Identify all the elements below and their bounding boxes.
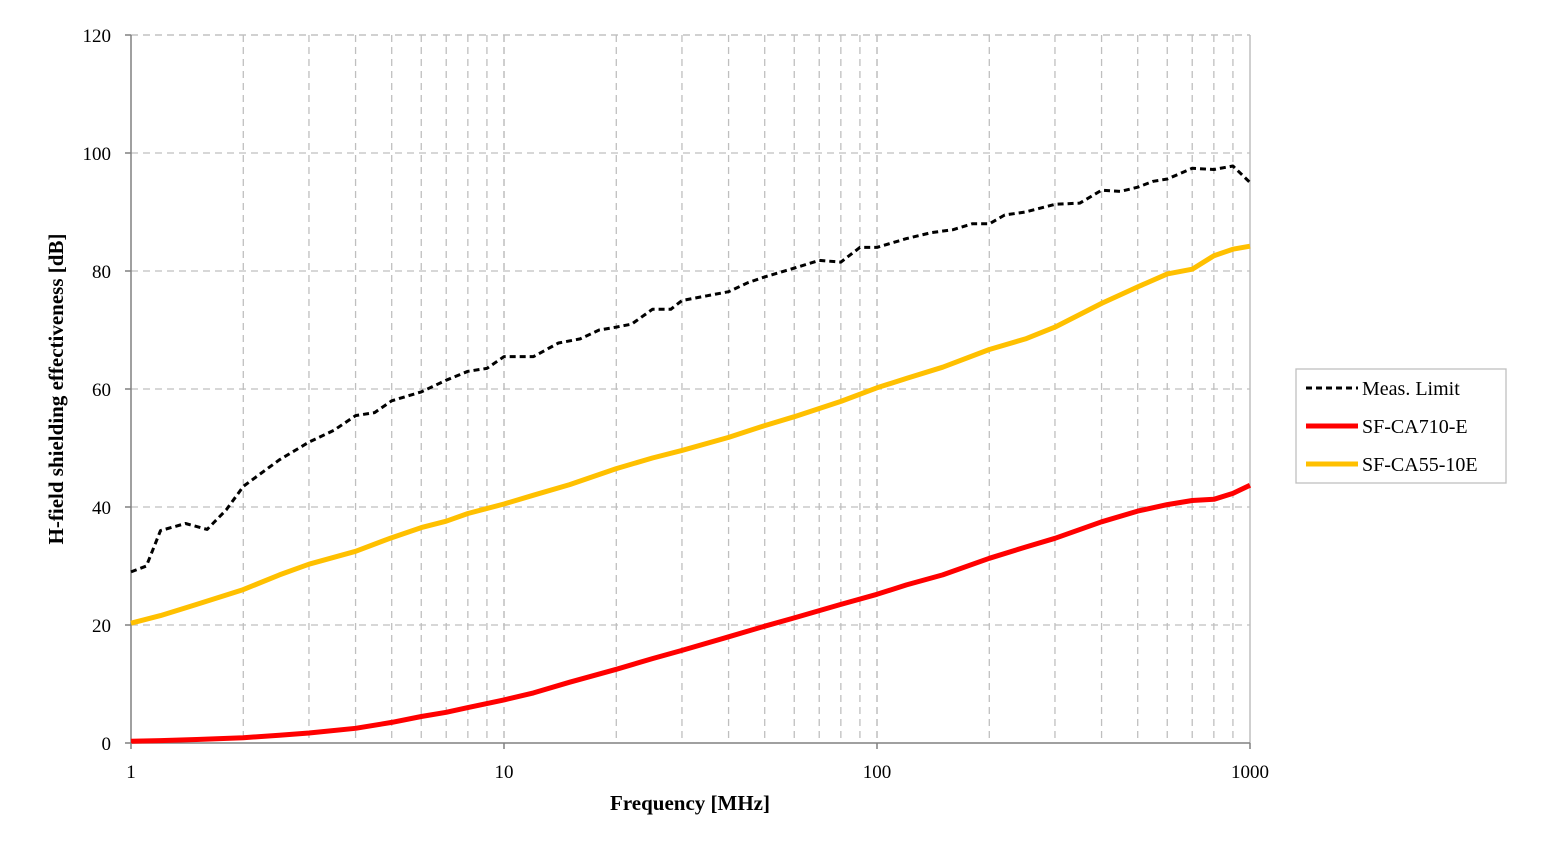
legend-label: Meas. Limit	[1362, 378, 1460, 400]
x-tick-label: 1000	[1231, 762, 1269, 783]
y-tick-label: 100	[83, 144, 112, 165]
legend: Meas. Limit SF-CA710-E SF-CA55-10E	[1295, 368, 1507, 484]
gridlines	[131, 34, 1250, 743]
y-axis-title: H-field shielding effectiveness [dB]	[44, 234, 68, 545]
y-tick-label: 120	[83, 26, 112, 47]
series-line-sf-ca55-10e	[130, 243, 1251, 626]
x-tick-label: 1	[126, 762, 136, 783]
y-tick-label: 40	[92, 498, 111, 519]
x-axis-title: Frequency [MHz]	[610, 791, 770, 815]
y-tick-label: 0	[102, 734, 112, 755]
legend-label: SF-CA55-10E	[1362, 454, 1478, 476]
series-line-sf-ca710-e	[130, 482, 1252, 744]
y-axis-ticks: 0 20 40 60 80 100 120	[83, 26, 131, 755]
series-line-meas-limit	[130, 164, 1252, 574]
x-tick-label: 10	[495, 762, 514, 783]
legend-label: SF-CA710-E	[1362, 416, 1468, 438]
y-tick-label: 60	[92, 380, 111, 401]
y-tick-label: 20	[92, 616, 111, 637]
x-axis-ticks: 1 10 100 1000	[126, 743, 1269, 783]
y-tick-label: 80	[92, 262, 111, 283]
series-lines	[130, 164, 1252, 744]
x-tick-label: 100	[863, 762, 892, 783]
